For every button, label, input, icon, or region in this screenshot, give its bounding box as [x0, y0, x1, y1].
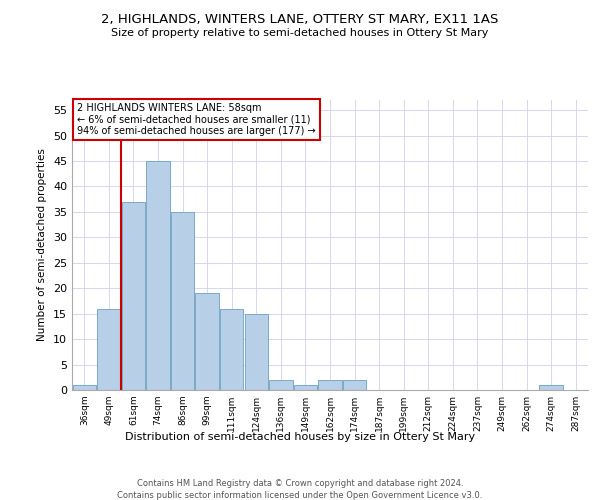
Text: 2, HIGHLANDS, WINTERS LANE, OTTERY ST MARY, EX11 1AS: 2, HIGHLANDS, WINTERS LANE, OTTERY ST MA…	[101, 12, 499, 26]
Text: Contains public sector information licensed under the Open Government Licence v3: Contains public sector information licen…	[118, 491, 482, 500]
Y-axis label: Number of semi-detached properties: Number of semi-detached properties	[37, 148, 47, 342]
Text: 2 HIGHLANDS WINTERS LANE: 58sqm
← 6% of semi-detached houses are smaller (11)
94: 2 HIGHLANDS WINTERS LANE: 58sqm ← 6% of …	[77, 103, 316, 136]
Text: Size of property relative to semi-detached houses in Ottery St Mary: Size of property relative to semi-detach…	[112, 28, 488, 38]
Bar	[539, 385, 563, 390]
Bar	[269, 380, 293, 390]
Bar	[343, 380, 366, 390]
Bar	[97, 308, 121, 390]
Bar	[220, 308, 244, 390]
Bar	[146, 161, 170, 390]
Bar	[245, 314, 268, 390]
Text: Distribution of semi-detached houses by size in Ottery St Mary: Distribution of semi-detached houses by …	[125, 432, 475, 442]
Bar	[319, 380, 341, 390]
Bar	[122, 202, 145, 390]
Bar	[73, 385, 96, 390]
Bar	[171, 212, 194, 390]
Bar	[196, 294, 219, 390]
Text: Contains HM Land Registry data © Crown copyright and database right 2024.: Contains HM Land Registry data © Crown c…	[137, 479, 463, 488]
Bar	[294, 385, 317, 390]
